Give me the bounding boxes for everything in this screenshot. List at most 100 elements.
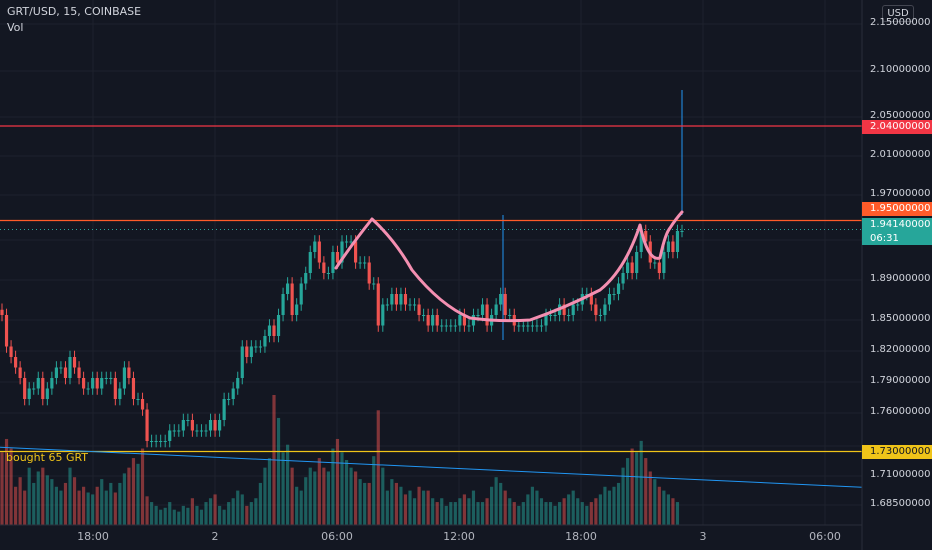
candles [0, 90, 684, 448]
candle-body [267, 325, 272, 336]
candle-body [399, 294, 403, 305]
price-axis-label: 2.01000000 [870, 149, 931, 160]
volume-bar [576, 498, 580, 525]
volume-bar [449, 502, 453, 525]
candle-body [240, 346, 244, 378]
volume-bar [394, 482, 398, 525]
volume-bar [172, 509, 176, 525]
candle-body [236, 378, 240, 389]
cup-and-handle-drawing[interactable] [334, 210, 684, 323]
candle-body [485, 304, 489, 326]
volume-bar [444, 505, 448, 525]
candle-body [227, 399, 231, 400]
volume-bar [426, 490, 430, 525]
volume-bar [236, 490, 240, 525]
candle-body [36, 378, 40, 389]
candle-body [567, 315, 571, 316]
price-axis-label: 2.15000000 [870, 17, 931, 28]
candle-body [91, 378, 95, 389]
candle-body [589, 294, 593, 305]
volume-bar [208, 498, 213, 525]
volume-bar [494, 477, 498, 525]
volume-bar [9, 448, 13, 525]
candle-body [548, 315, 553, 316]
volume-bar [140, 448, 145, 525]
candle-body [204, 430, 208, 432]
candle-body [326, 273, 330, 274]
candle-body [594, 304, 598, 315]
volume-bar [440, 498, 444, 525]
candle-body [626, 262, 630, 273]
volume-bar [95, 486, 99, 525]
candle-body [122, 367, 126, 389]
price-axis-label: 1.71000000 [870, 469, 931, 480]
candle-body [140, 399, 145, 410]
candle-body [186, 420, 190, 421]
candle-body [335, 252, 340, 263]
volume-bar [36, 471, 40, 525]
volume-bar [254, 498, 258, 525]
candle-body [317, 241, 321, 263]
candle-body [408, 304, 412, 306]
candle-body [308, 252, 312, 273]
volume-bar [403, 494, 408, 525]
volume-bar [585, 505, 589, 525]
candle-body [621, 273, 625, 284]
volume-bar [290, 467, 294, 525]
candle-body [458, 315, 462, 326]
volume-bar [521, 502, 525, 525]
volume-bar [322, 467, 326, 525]
volume-indicator-label[interactable]: Vol [7, 21, 24, 34]
candle-body [104, 378, 108, 379]
candle-body [503, 294, 507, 315]
candle-body [258, 346, 262, 348]
volume-bar [626, 458, 630, 525]
volume-bar [603, 486, 607, 525]
last-price-tag: 1.94140000 [862, 218, 932, 232]
volume-bar [295, 486, 299, 525]
volume-bar [82, 486, 86, 525]
grid [0, 0, 862, 525]
candle-body [544, 315, 548, 326]
candle-body [394, 294, 398, 305]
volume-bar [376, 410, 380, 525]
volume-bar [589, 502, 593, 525]
position-annotation[interactable]: bought 65 GRT [6, 451, 89, 464]
candle-body [63, 367, 68, 378]
volume-bar [476, 502, 480, 525]
candle-body [585, 294, 589, 295]
candle-body [290, 283, 294, 315]
volume-bar [548, 502, 553, 525]
currency-button[interactable]: USD [882, 5, 914, 22]
volume-bar [526, 494, 530, 525]
volume-bar [671, 498, 675, 525]
candle-body [680, 231, 684, 232]
candle-body [86, 388, 90, 390]
candle-body [127, 367, 131, 378]
time-axis-label: 3 [699, 530, 707, 543]
candle-body [381, 304, 385, 326]
volume-bar [458, 498, 462, 525]
volume-bar [72, 477, 77, 525]
volume-bar [304, 477, 308, 525]
volume-bar [77, 490, 81, 525]
horizontal-lines[interactable] [0, 125, 863, 488]
volume-bar [190, 498, 194, 525]
volume-bar [50, 479, 54, 525]
volume-bar [644, 458, 648, 525]
volume-bar [258, 482, 262, 525]
candle-body [168, 430, 172, 441]
volume-bar [245, 505, 249, 525]
candle-body [4, 315, 9, 347]
candle-body [358, 262, 362, 264]
candle-body [403, 294, 408, 305]
volume-bar [14, 486, 18, 525]
candle-body [50, 378, 54, 389]
candle-body [616, 283, 621, 294]
candle-body [95, 378, 99, 389]
volume-bar [54, 486, 58, 525]
volume-bar [635, 452, 639, 525]
trend-line [0, 446, 863, 488]
candle-body [376, 283, 380, 326]
